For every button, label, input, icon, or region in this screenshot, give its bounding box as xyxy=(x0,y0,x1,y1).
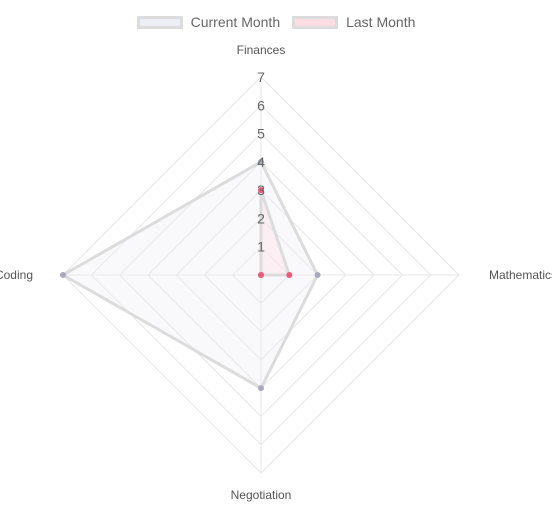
radial-ticks: 1 2 3 4 5 6 7 xyxy=(257,69,265,255)
legend-item-last-month[interactable]: Last Month xyxy=(292,14,415,30)
data-point-0-0 xyxy=(258,158,264,165)
axis-label-finances: Finances xyxy=(237,43,286,57)
tick-label-4: 4 xyxy=(257,154,265,170)
tick-label-2: 2 xyxy=(257,210,265,226)
legend-swatch-current-month xyxy=(136,15,183,29)
data-point-0-2 xyxy=(258,385,264,392)
axis-label-negotiation: Negotiation xyxy=(231,488,292,502)
data-point-1-3 xyxy=(258,272,264,278)
series-area-1 xyxy=(259,188,291,277)
data-point-1-1 xyxy=(286,272,293,278)
tick-label-6: 6 xyxy=(257,97,265,113)
axis-labels: Finances Mathematics Negotiation Coding xyxy=(0,43,552,502)
legend-swatch-last-month xyxy=(292,15,339,29)
legend-item-current-month[interactable]: Current Month xyxy=(136,14,281,30)
radar-series xyxy=(60,158,321,392)
tick-label-5: 5 xyxy=(257,126,265,142)
legend-label-current-month: Current Month xyxy=(190,14,281,30)
legend: Current Month Last Month xyxy=(0,14,552,30)
legend-label-last-month: Last Month xyxy=(346,14,416,30)
data-point-1-0 xyxy=(258,187,264,194)
tick-label-3: 3 xyxy=(257,182,265,198)
data-point-0-3 xyxy=(60,272,66,278)
axis-label-mathematics: Mathematics xyxy=(489,268,552,282)
tick-label-1: 1 xyxy=(257,239,265,255)
data-point-0-1 xyxy=(314,272,321,278)
tick-label-7: 7 xyxy=(257,69,265,85)
axis-label-coding: Coding xyxy=(0,268,33,282)
